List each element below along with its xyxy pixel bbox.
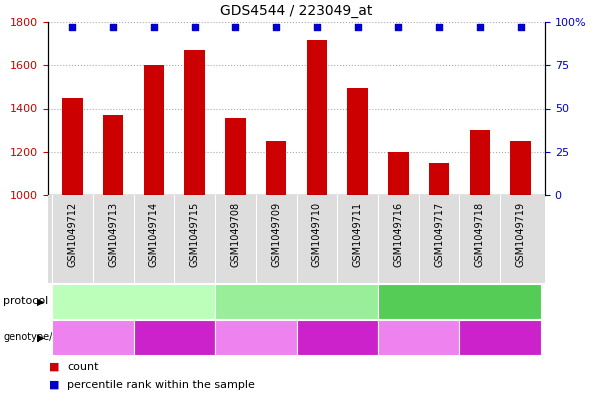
Text: GSM1049716: GSM1049716 <box>394 202 403 267</box>
Text: NOD.Scid mouse-expanded: NOD.Scid mouse-expanded <box>230 296 364 307</box>
Text: GSM1049715: GSM1049715 <box>189 202 200 267</box>
Text: GSM1049711: GSM1049711 <box>352 202 363 267</box>
Bar <box>348 88 368 195</box>
Text: GRK2: GRK2 <box>242 332 269 343</box>
Text: protocol: protocol <box>3 296 48 307</box>
Text: GSM1049718: GSM1049718 <box>475 202 485 267</box>
Text: cultured: cultured <box>113 296 154 307</box>
Text: GSM1049719: GSM1049719 <box>516 202 525 267</box>
Text: count: count <box>67 362 99 372</box>
Text: GSM1049710: GSM1049710 <box>312 202 322 267</box>
Bar <box>429 163 449 195</box>
Bar <box>225 118 246 195</box>
Text: ▶: ▶ <box>37 332 45 343</box>
Point <box>352 24 362 31</box>
Text: GRK2-K220R: GRK2-K220R <box>143 332 205 343</box>
Text: ■: ■ <box>49 380 59 389</box>
Point <box>67 24 77 31</box>
Point <box>516 24 525 31</box>
Point <box>109 24 118 31</box>
Title: GDS4544 / 223049_at: GDS4544 / 223049_at <box>220 4 373 18</box>
Point <box>230 24 240 31</box>
Bar <box>470 130 490 195</box>
Text: GSM1049717: GSM1049717 <box>434 202 444 267</box>
Text: GRK2-K220R: GRK2-K220R <box>469 332 531 343</box>
Bar <box>143 65 164 195</box>
Point <box>434 24 444 31</box>
Text: GSM1049708: GSM1049708 <box>230 202 240 267</box>
Bar <box>103 115 123 195</box>
Text: GRK2: GRK2 <box>79 332 106 343</box>
Text: GSM1049714: GSM1049714 <box>149 202 159 267</box>
Text: genotype/variation: genotype/variation <box>3 332 96 343</box>
Text: GSM1049712: GSM1049712 <box>67 202 77 267</box>
Text: GSM1049709: GSM1049709 <box>271 202 281 267</box>
Bar <box>266 141 286 195</box>
Bar <box>63 98 83 195</box>
Point <box>271 24 281 31</box>
Text: ■: ■ <box>49 362 59 372</box>
Bar <box>306 40 327 195</box>
Bar <box>388 152 408 195</box>
Text: GRK2: GRK2 <box>405 332 432 343</box>
Text: GSM1049713: GSM1049713 <box>108 202 118 267</box>
Text: percentile rank within the sample: percentile rank within the sample <box>67 380 255 389</box>
Bar <box>185 50 205 195</box>
Point <box>475 24 485 31</box>
Bar <box>511 141 531 195</box>
Text: re-cultured after NOD.Scid
expansion: re-cultured after NOD.Scid expansion <box>395 291 524 312</box>
Text: ▶: ▶ <box>37 296 45 307</box>
Text: GRK2-K220R: GRK2-K220R <box>306 332 368 343</box>
Point <box>190 24 200 31</box>
Point <box>312 24 322 31</box>
Point <box>394 24 403 31</box>
Point <box>149 24 159 31</box>
